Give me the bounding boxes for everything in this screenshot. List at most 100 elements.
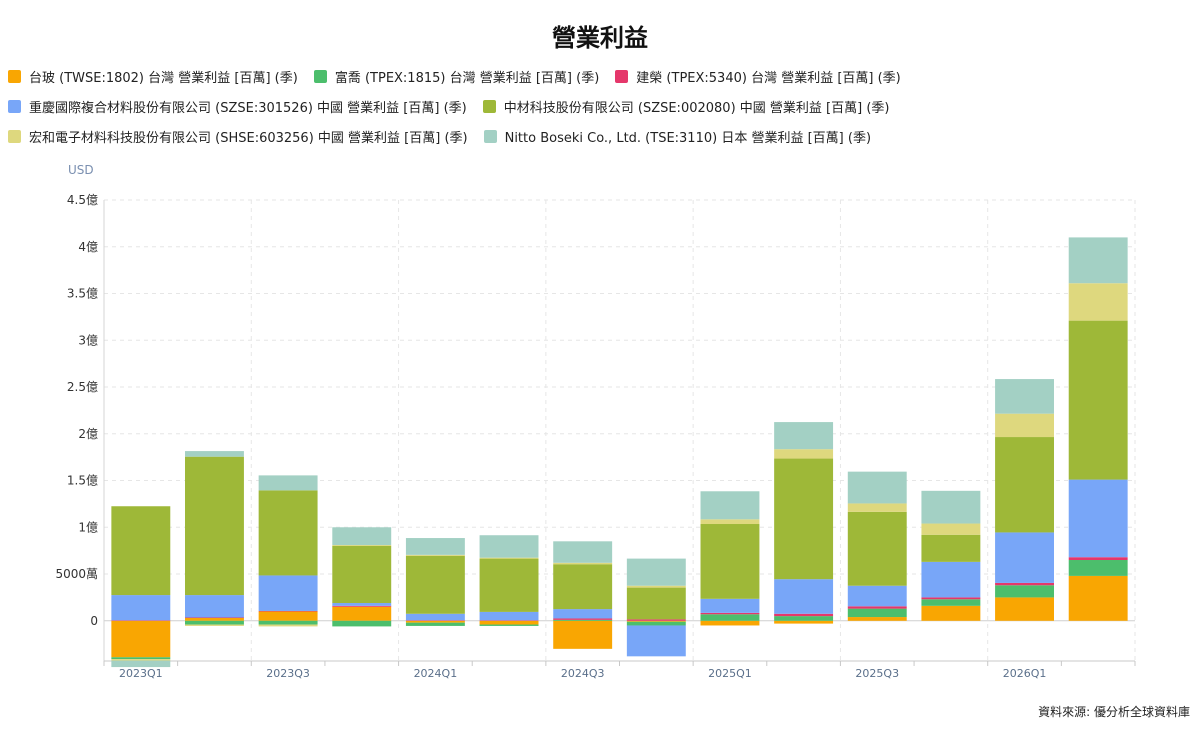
- legend-label: 富喬 (TPEX:1815) 台灣 營業利益 [百萬] (季): [334, 70, 600, 86]
- y-tick-label: 4億: [78, 240, 98, 254]
- bar-segment: [258, 611, 318, 621]
- bar-segment: [774, 620, 834, 624]
- bar-segment: [847, 606, 907, 609]
- bar-segment: [185, 620, 244, 625]
- bar-segment: [405, 538, 465, 555]
- legend-item[interactable]: 台玻 (TWSE:1802) 台灣 營業利益 [百萬] (季): [8, 67, 298, 86]
- bar-segment: [553, 618, 613, 620]
- x-tick-label: 2025Q1: [708, 667, 752, 680]
- bar-segment: [405, 620, 465, 621]
- bar-segment: [332, 606, 392, 621]
- bar-segment: [774, 613, 834, 617]
- y-tick-label: 5000萬: [55, 567, 98, 581]
- bar-segment: [774, 579, 834, 614]
- bar-segment: [185, 595, 244, 618]
- legend-row-3: 宏和電子材料科技股份有限公司 (SHSE:603256) 中國 營業利益 [百萬…: [8, 125, 887, 147]
- x-tick-label: 2024Q3: [561, 667, 605, 680]
- bar-segment: [847, 617, 907, 621]
- bar-segment: [332, 545, 392, 604]
- bar-segment: [995, 582, 1054, 586]
- bar-segment: [626, 621, 686, 626]
- bar-segment: [1068, 560, 1128, 576]
- legend-item[interactable]: 建榮 (TPEX:5340) 台灣 營業利益 [百萬] (季): [615, 67, 901, 86]
- bar-segment: [185, 617, 244, 619]
- bar-segment: [111, 620, 171, 658]
- bar-segment: [995, 532, 1054, 583]
- legend-item[interactable]: 宏和電子材料科技股份有限公司 (SHSE:603256) 中國 營業利益 [百萬…: [8, 127, 468, 146]
- bar-segment: [332, 545, 392, 546]
- bar-segment: [995, 379, 1054, 414]
- bar-segment: [921, 605, 981, 621]
- bar-segment: [847, 585, 907, 607]
- bar-segment: [626, 625, 686, 657]
- legend-swatch: [8, 129, 21, 143]
- y-axis-unit: USD: [68, 163, 94, 177]
- bar-segment: [1068, 575, 1128, 621]
- bar-segment: [258, 475, 318, 491]
- chart-title: 營業利益: [552, 24, 648, 52]
- legend-swatch: [313, 69, 327, 83]
- bar-segment: [626, 587, 686, 620]
- bar-segment: [774, 458, 834, 580]
- bar-segment: [921, 599, 981, 606]
- bar-segment: [995, 585, 1054, 598]
- bar-segment: [774, 616, 834, 621]
- bar-segment: [700, 614, 760, 621]
- bar-segment: [1068, 283, 1128, 321]
- bar-segment: [479, 611, 539, 621]
- bar-segment: [405, 622, 465, 626]
- bar-segment: [774, 422, 834, 450]
- bar-segment: [479, 620, 539, 621]
- legend-label: 中材科技股份有限公司 (SZSE:002080) 中國 營業利益 [百萬] (季…: [503, 100, 890, 116]
- legend-item[interactable]: Nitto Boseki Co., Ltd. (TSE:3110) 日本 營業利…: [483, 127, 872, 146]
- bar-segment: [553, 541, 613, 563]
- bar-segment: [553, 619, 613, 621]
- bar-segment: [553, 564, 613, 610]
- source-note: 資料來源: 優分析全球資料庫: [1038, 705, 1190, 719]
- bar-segment: [847, 471, 907, 504]
- bar-segment: [553, 609, 613, 619]
- legend-label: 建榮 (TPEX:5340) 台灣 營業利益 [百萬] (季): [636, 70, 901, 86]
- bar-segment: [847, 503, 907, 512]
- bar-segment: [700, 598, 760, 613]
- bar-segment: [332, 605, 392, 607]
- bar-segment: [111, 595, 171, 621]
- bar-segment: [847, 511, 907, 586]
- chart-plot-area: 0 5000萬 1億 1.5億 2億 2.5億 3億 3.5億 4億 4.5億 2023Q1 2023…: [55, 193, 1136, 680]
- y-tick-label: 3.5億: [67, 287, 98, 301]
- legend-item[interactable]: 重慶國際複合材料股份有限公司 (SZSE:301526) 中國 營業利益 [百萬…: [8, 97, 467, 116]
- bar-segment: [258, 490, 318, 576]
- bar-segment: [405, 613, 465, 621]
- legend-row-1: 台玻 (TWSE:1802) 台灣 營業利益 [百萬] (季) 富喬 (TPEX…: [8, 65, 917, 87]
- x-tick-label: 2023Q1: [119, 667, 163, 680]
- bar-segment: [553, 620, 613, 649]
- y-tick-label: 2億: [78, 427, 98, 441]
- bar-segment: [332, 620, 392, 627]
- bar-segment: [111, 620, 171, 621]
- bar-segment: [258, 620, 318, 625]
- legend-label: 重慶國際複合材料股份有限公司 (SZSE:301526) 中國 營業利益 [百萬…: [29, 100, 467, 116]
- bar-segment: [185, 624, 244, 626]
- legend-item[interactable]: 富喬 (TPEX:1815) 台灣 營業利益 [百萬] (季): [313, 67, 600, 86]
- bar-segment: [111, 657, 171, 660]
- y-tick-label: 4.5億: [67, 193, 98, 207]
- y-tick-label: 3億: [78, 333, 98, 347]
- bar-segment: [700, 519, 760, 525]
- bar-segment: [479, 624, 539, 626]
- bar-segment: [111, 506, 171, 596]
- legend-label: Nitto Boseki Co., Ltd. (TSE:3110) 日本 營業利…: [504, 130, 872, 146]
- legend-swatch: [8, 69, 21, 83]
- bar-segment: [1068, 557, 1128, 561]
- bar-segment: [405, 554, 465, 556]
- bar-segment: [921, 561, 981, 598]
- x-tick-label: 2024Q1: [414, 667, 458, 680]
- bar-segment: [700, 491, 760, 520]
- legend-swatch: [483, 129, 497, 143]
- bar-segment: [479, 620, 539, 625]
- bar-segment: [1068, 320, 1128, 480]
- legend-item[interactable]: 中材科技股份有限公司 (SZSE:002080) 中國 營業利益 [百萬] (季…: [482, 97, 890, 116]
- bar-segment: [921, 534, 981, 562]
- bar-segment: [626, 620, 686, 622]
- bar-segment: [1068, 237, 1128, 284]
- x-tick-label: 2025Q3: [855, 667, 899, 680]
